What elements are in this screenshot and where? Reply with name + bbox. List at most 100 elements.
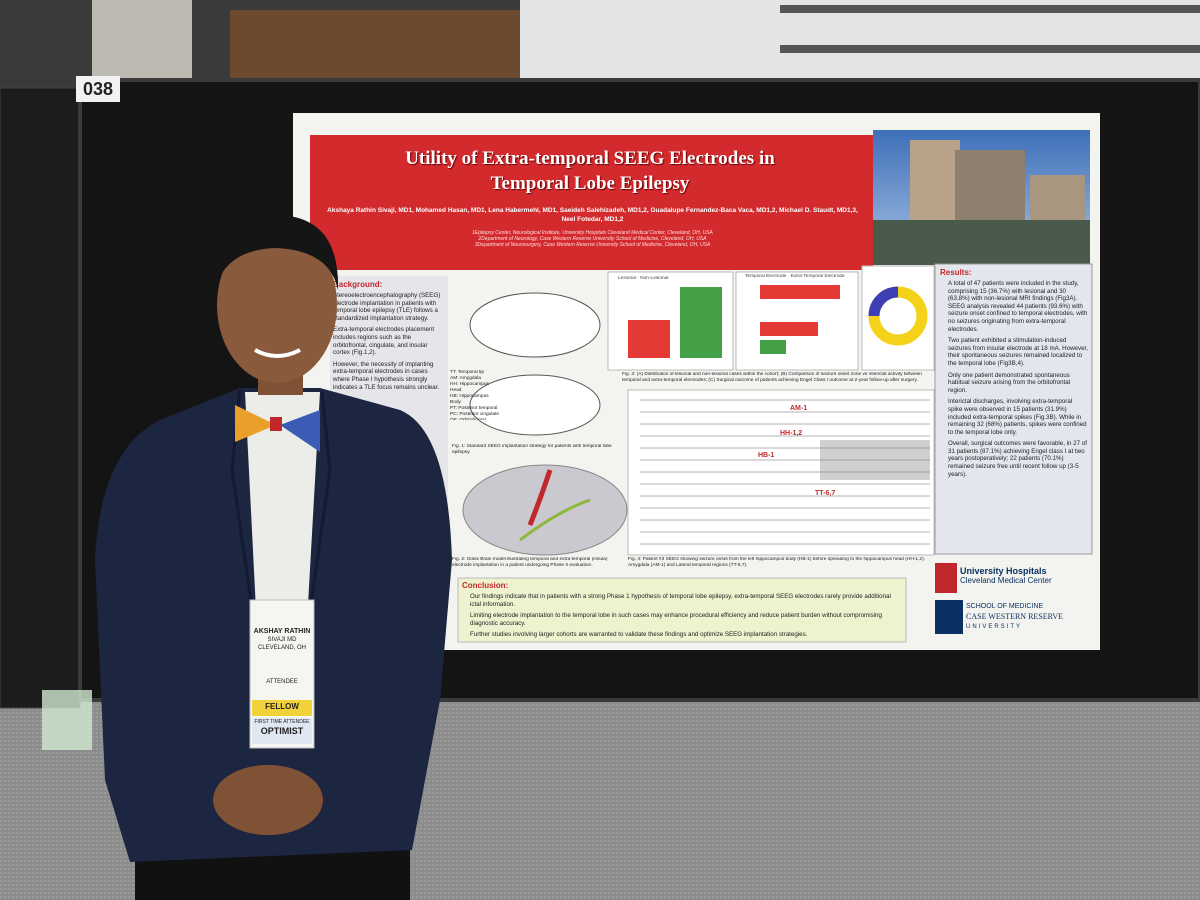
bullet: Limiting electrode implantation to the t… — [470, 612, 902, 627]
affiliation: 3Department of Neurosurgery, Case Wester… — [474, 242, 711, 248]
hair — [214, 215, 339, 290]
legend-entry: Non-Lesional — [640, 276, 669, 281]
conclusion-section: Conclusion: Our findings indicate that i… — [462, 581, 902, 641]
badge-ribbon-text: FIRST TIME ATTENDEE — [254, 719, 310, 725]
figure-caption: Fig. 2: Glass Brain model illustrating t… — [452, 557, 608, 568]
plastic-bag — [42, 690, 92, 750]
chart-bar-decor — [628, 320, 670, 358]
figure-caption: Fig. 4: Patient #3 SEEG showing seizure … — [628, 557, 926, 568]
logo-text: CASE WESTERN RESERVE — [966, 612, 1063, 621]
chart-bar-decor — [680, 287, 722, 358]
abbreviation: AM: Amygdala — [450, 376, 481, 381]
paragraph: Stereoelectroencephalography (SEEG) elec… — [333, 292, 441, 322]
face — [217, 227, 337, 383]
section-heading: Results: — [940, 268, 972, 277]
figure-caption: Fig. 1: Standard SEEG implantation strat… — [452, 444, 612, 455]
section-heading: Conclusion: — [462, 581, 509, 590]
electrode-trace — [519, 498, 591, 542]
bullet: Overall, surgical outcomes were favorabl… — [948, 440, 1088, 478]
bow-tie-knot — [270, 417, 282, 431]
affiliations: 1Epilepsy Center, Neurological Institute… — [320, 230, 865, 252]
trees — [873, 220, 1090, 265]
eeg-panel — [627, 389, 935, 556]
figure-caption: Fig. 3: (A) Distribution of lesional and… — [622, 372, 922, 383]
legend-entry: Extra-Temporal Electrode — [790, 274, 845, 279]
bow-tie — [235, 405, 276, 442]
bullet: Our findings indicate that in patients w… — [470, 593, 902, 608]
abbreviation: HB: Hippocampus Body — [450, 394, 489, 405]
badge-ribbon-text: FELLOW — [265, 703, 299, 711]
chart-bar-decor — [760, 340, 786, 354]
badge-text: AKSHAY RATHIN SIVAJI MD CLEVELAND, OH AT… — [252, 628, 312, 698]
badge-ribbon-text: OPTIMIST — [260, 727, 304, 736]
uh-logo: University Hospitals Cleveland Medical C… — [960, 566, 1090, 594]
bullet: Further studies involving larger cohorts… — [470, 631, 902, 639]
uh-logo-mark — [935, 563, 957, 593]
badge-line: SIVAJI MD — [267, 637, 297, 643]
logo-text: Cleveland Medical Center — [960, 576, 1052, 585]
section-heading: Background: — [333, 280, 383, 289]
eeg-label: HB-1 — [758, 452, 775, 459]
badge-ribbon — [252, 718, 312, 744]
bullet: Only one patient demonstrated spontaneou… — [948, 372, 1088, 395]
wall-stripe — [780, 45, 1200, 53]
lapel — [304, 391, 332, 641]
badge-role: ATTENDEE — [266, 679, 298, 685]
logo-text: SCHOOL OF MEDICINE — [966, 603, 1044, 610]
background-section: Background: Stereoelectroencephalography… — [333, 280, 445, 502]
badge-name: AKSHAY RATHIN — [253, 628, 311, 635]
eeg-seizure — [820, 440, 930, 480]
bow-tie — [280, 410, 320, 452]
brain-diagram — [469, 374, 601, 436]
section-body: Stereoelectroencephalography (SEEG) elec… — [333, 292, 445, 391]
badge-ribbon — [252, 700, 312, 716]
chart-legend: Lesional · Non-Lesional — [618, 276, 669, 281]
abbreviation: PC: Posterior cingulate — [450, 412, 500, 417]
smile — [254, 348, 301, 358]
section-body: A total of 47 patients were included in … — [940, 280, 1088, 478]
window — [230, 10, 520, 80]
cwru-logo: SCHOOL OF MEDICINE CASE WESTERN RESERVE … — [966, 602, 1091, 636]
bullet: A total of 47 patients were included in … — [948, 280, 1088, 333]
booth-number: 038 — [82, 79, 114, 99]
abbreviation: PT: Posterior temporal — [450, 406, 498, 411]
chart-bar-decor — [760, 322, 818, 336]
pillar — [92, 0, 192, 90]
cwru-logo-mark — [935, 600, 963, 634]
abbreviations: TT: Temporal tip AM: Amygdala HH: Hippocam… — [450, 370, 500, 420]
affiliation: 2Department of Neurology, Case Western R… — [478, 236, 707, 242]
conclusion-box — [457, 577, 907, 643]
chart-bar-decor — [760, 285, 840, 299]
bullet: Two patient exhibited a stimulation-indu… — [948, 337, 1088, 367]
paragraph: Extra-temporal electrodes placement incl… — [333, 326, 435, 357]
affiliation: 1Epilepsy Center, Neurological Institute… — [472, 230, 713, 236]
bullet-list: Our findings indicate that in patients w… — [462, 593, 902, 639]
brain-diagram — [469, 292, 601, 358]
abbreviation: TT: Temporal tip — [450, 370, 485, 375]
logo-text: University Hospitals — [960, 566, 1047, 576]
booth-tag — [76, 76, 120, 102]
eeg-traces — [640, 399, 930, 545]
legend-entry: Lesional — [618, 276, 636, 281]
bullet: Interictal discharges, involving extra-t… — [948, 398, 1088, 436]
paragraph: However, the necessity of implanting ext… — [333, 360, 440, 391]
wall — [520, 0, 1200, 80]
poster-authors: Akshaya Rathin Sivaji, MD1, Mohamed Hasa… — [327, 207, 858, 223]
eeg-label: AM-1 — [790, 405, 808, 412]
bullet-list: A total of 47 patients were included in … — [940, 280, 1088, 478]
abbreviation: HH: Hippocampus Head — [450, 382, 489, 393]
side-board — [0, 87, 81, 709]
abbreviation: OF: Orbitofrontal — [450, 418, 500, 420]
eeg-label: HH-1,2 — [780, 430, 803, 437]
donut-decor — [868, 286, 899, 317]
electrode-trace — [527, 469, 553, 526]
poster-title: Utility of Extra-temporal SEEG Electrode… — [405, 148, 775, 194]
poster-header — [310, 135, 873, 270]
glass-brain — [462, 464, 628, 556]
badge-line: CLEVELAND, OH — [257, 645, 306, 651]
results-section: Results: A total of 47 patients were inc… — [940, 268, 1088, 552]
results-box — [934, 263, 1093, 555]
section-body: Our findings indicate that in patients w… — [462, 593, 902, 639]
